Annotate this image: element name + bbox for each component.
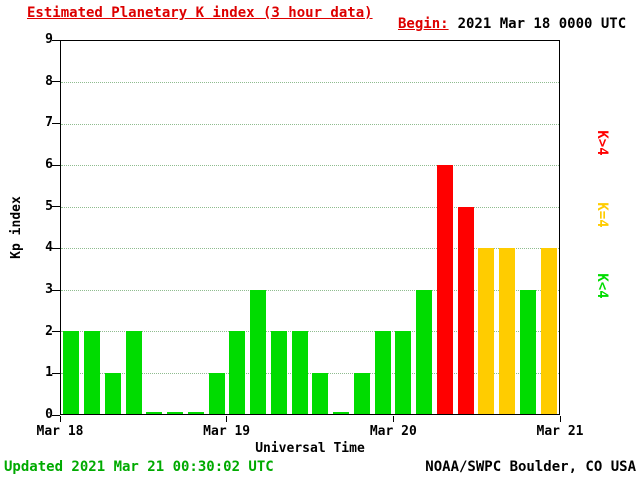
kp-bar <box>187 412 204 414</box>
gridline <box>61 372 559 374</box>
kp-bar <box>499 248 516 414</box>
gridline <box>61 248 559 250</box>
y-tick-label: 3 <box>45 282 53 297</box>
kp-bar <box>270 331 287 414</box>
legend-item-k-lt-4: K<4 <box>594 273 610 299</box>
y-axis-tick <box>52 414 60 416</box>
kp-bar <box>333 412 350 414</box>
begin-value: 2021 Mar 18 0000 UTC <box>457 16 627 32</box>
plot-area <box>60 40 560 415</box>
kp-bar <box>436 165 453 414</box>
y-tick-label: 2 <box>45 323 53 339</box>
begin-label: Begin: <box>398 16 449 32</box>
kp-bar <box>104 372 121 414</box>
y-tick-label: 9 <box>45 32 53 47</box>
x-axis-tick <box>392 416 394 422</box>
gridline <box>61 289 559 291</box>
kp-bar <box>478 248 495 414</box>
y-axis-title: Kp index <box>8 196 24 259</box>
y-axis-tick <box>52 81 60 83</box>
chart-title: Estimated Planetary K index (3 hour data… <box>27 5 373 21</box>
legend-item-k-eq-4: K=4 <box>594 202 610 228</box>
y-tick-label: 5 <box>45 198 53 214</box>
legend-item-k-gt-4: K>4 <box>594 130 610 156</box>
kp-bar <box>312 372 329 414</box>
kp-bar <box>395 331 412 414</box>
y-axis-title-wrap: Kp index <box>4 40 28 415</box>
x-tick-label: Mar 21 <box>536 424 584 439</box>
kp-bar <box>229 331 246 414</box>
kp-bar <box>146 412 163 414</box>
x-axis-tick <box>226 416 228 422</box>
kp-bar <box>208 372 225 414</box>
y-axis-tick <box>52 206 60 208</box>
x-tick-label: Mar 19 <box>203 424 251 439</box>
begin-line: Begin: 2021 Mar 18 0000 UTC <box>398 16 626 32</box>
updated-timestamp: Updated 2021 Mar 21 00:30:02 UTC <box>4 459 274 475</box>
y-tick-label: 1 <box>45 365 53 381</box>
kp-bar <box>416 289 433 414</box>
kp-bar <box>353 372 370 414</box>
x-axis-tick <box>559 416 561 422</box>
y-axis-tick <box>52 372 60 374</box>
y-axis-tick <box>52 164 60 166</box>
gridline <box>61 82 559 84</box>
kp-bar <box>374 331 391 414</box>
x-axis-title: Universal Time <box>255 441 365 456</box>
gridline <box>61 331 559 333</box>
kp-bar <box>457 206 474 414</box>
y-axis-tick <box>52 247 60 249</box>
y-axis-tick <box>52 331 60 333</box>
kp-bar <box>519 289 536 414</box>
credit-text: NOAA/SWPC Boulder, CO USA <box>425 459 636 475</box>
y-axis-tick <box>52 39 60 41</box>
y-tick-label: 6 <box>45 157 53 172</box>
y-axis-tick <box>52 289 60 291</box>
gridline <box>61 165 559 167</box>
kp-bar <box>291 331 308 414</box>
y-tick-label: 4 <box>45 240 53 256</box>
y-axis-tick <box>52 122 60 124</box>
x-axis-tick <box>59 416 61 422</box>
kp-bar <box>63 331 80 414</box>
kp-bar <box>250 289 267 414</box>
y-tick-label: 0 <box>45 407 53 422</box>
kp-bar <box>540 248 557 414</box>
kp-bar <box>84 331 101 414</box>
kp-bar <box>125 331 142 414</box>
kp-bar <box>167 412 184 414</box>
y-tick-label: 8 <box>45 73 53 89</box>
gridline <box>61 123 559 125</box>
gridline <box>61 206 559 208</box>
y-tick-label: 7 <box>45 115 53 131</box>
x-tick-label: Mar 18 <box>36 424 84 439</box>
x-tick-label: Mar 20 <box>369 424 417 439</box>
